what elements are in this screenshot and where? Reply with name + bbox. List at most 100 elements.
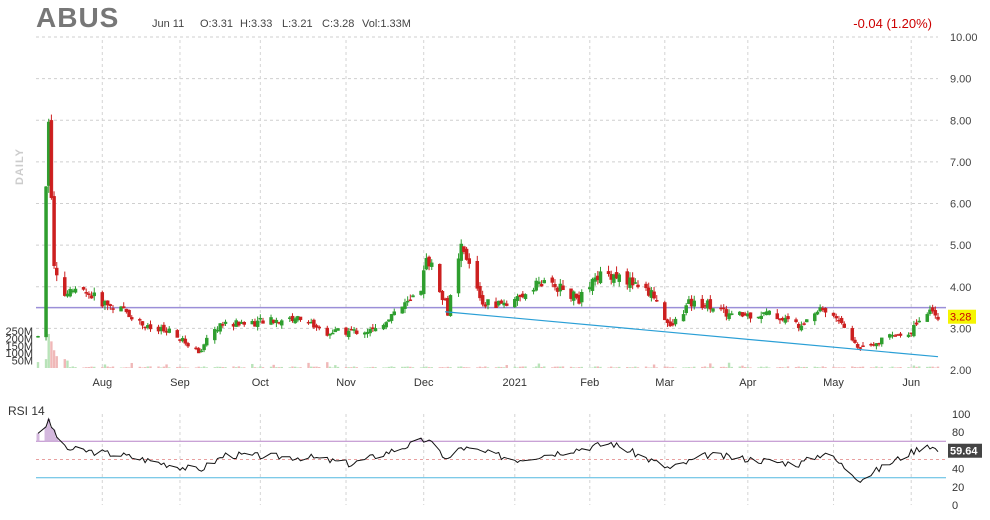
- up-candle: [36, 336, 40, 338]
- volume-bar: [931, 366, 934, 368]
- volume-bar: [926, 366, 929, 368]
- volume-bar: [218, 366, 222, 368]
- down-candle: [87, 293, 91, 295]
- volume-bar: [765, 366, 768, 368]
- volume-bar: [382, 367, 385, 368]
- volume-bar: [778, 367, 782, 368]
- volume-bar: [703, 366, 707, 368]
- volume-bar: [328, 366, 332, 368]
- up-candle: [459, 243, 463, 261]
- volume-bar: [307, 362, 310, 368]
- up-candle: [874, 343, 879, 347]
- volume-bar: [628, 367, 632, 368]
- volume-bar: [928, 366, 932, 368]
- volume-bar: [524, 366, 527, 368]
- volume-bar: [816, 366, 819, 368]
- volume-bar: [393, 366, 396, 368]
- chart-header: ABUS Jun 11 O:3.31 H:3.33 L:3.21 C:3.28 …: [0, 0, 990, 40]
- volume-bar: [690, 367, 693, 368]
- volume-bar: [824, 367, 827, 368]
- volume-bar: [66, 360, 69, 368]
- down-candle: [853, 339, 857, 343]
- down-candle: [317, 326, 321, 329]
- down-candle: [183, 338, 188, 344]
- volume-bar: [540, 366, 543, 368]
- volume-bar: [55, 356, 58, 368]
- down-candle: [475, 260, 480, 289]
- down-candle: [663, 302, 667, 321]
- volume-tick-label: 50M: [12, 356, 33, 368]
- volume-bar: [719, 366, 723, 368]
- down-candle: [81, 287, 86, 290]
- up-candle: [534, 280, 538, 291]
- down-candle: [721, 307, 726, 310]
- volume-bar: [149, 366, 152, 368]
- up-candle: [346, 330, 351, 338]
- up-candle: [274, 319, 279, 324]
- volume-bar: [851, 366, 854, 368]
- volume-bar: [371, 366, 375, 368]
- time-axis-label: Apr: [739, 377, 756, 389]
- volume-bar: [101, 367, 104, 368]
- volume-bar: [52, 350, 56, 368]
- up-candle: [542, 280, 546, 284]
- volume-bar: [478, 366, 482, 368]
- volume-bar: [837, 367, 841, 368]
- volume-bar: [181, 367, 184, 368]
- down-candle: [823, 307, 828, 313]
- rsi-tick-label: 100: [952, 409, 970, 421]
- volume-bars: [36, 333, 940, 368]
- volume-bar: [682, 367, 685, 368]
- volume-bar: [818, 367, 822, 368]
- down-candle: [636, 284, 640, 288]
- last-price-label: 3.28: [950, 312, 971, 324]
- up-candle: [486, 299, 490, 306]
- volume-bar: [259, 366, 262, 368]
- volume-bar: [800, 367, 803, 368]
- volume-bar: [125, 367, 128, 368]
- volume-bar: [403, 366, 407, 368]
- up-candle: [513, 299, 517, 308]
- volume-bar: [232, 366, 235, 368]
- rsi-title: RSI 14: [8, 404, 45, 418]
- volume-bar: [224, 367, 227, 368]
- up-candle: [633, 282, 638, 284]
- up-candle: [531, 289, 536, 292]
- volume-bar: [449, 367, 452, 368]
- down-candle: [644, 283, 648, 289]
- up-candle: [456, 258, 461, 294]
- down-candle: [314, 325, 319, 328]
- volume-bar: [861, 366, 865, 368]
- down-candle: [105, 300, 110, 306]
- volume-bar: [813, 366, 816, 368]
- up-candle: [448, 295, 453, 317]
- up-candle: [167, 328, 171, 333]
- volume-bar: [111, 366, 115, 368]
- volume-bar: [513, 366, 516, 368]
- up-candle: [537, 281, 541, 285]
- volume-bar: [797, 366, 800, 368]
- time-axis-label: 2021: [503, 377, 527, 389]
- down-candle: [933, 310, 938, 316]
- volume-bar: [205, 367, 208, 368]
- volume-bar: [162, 366, 166, 368]
- down-candle: [858, 347, 863, 349]
- volume-bar: [310, 366, 313, 368]
- volume-bar: [671, 366, 675, 368]
- volume-bar: [326, 362, 329, 368]
- volume-bar: [663, 366, 666, 368]
- volume-bar: [299, 367, 302, 368]
- volume-bar: [859, 366, 862, 368]
- up-candle: [612, 274, 616, 283]
- volume-bar: [460, 366, 463, 368]
- down-candle: [100, 292, 105, 307]
- up-candle: [430, 262, 434, 267]
- up-candle: [384, 322, 388, 328]
- volume-bar: [500, 366, 503, 368]
- up-candle: [119, 306, 123, 312]
- down-candle: [467, 258, 471, 264]
- up-candle: [403, 302, 407, 309]
- price-tick-label: 3.00: [950, 323, 971, 335]
- volume-bar: [352, 366, 356, 368]
